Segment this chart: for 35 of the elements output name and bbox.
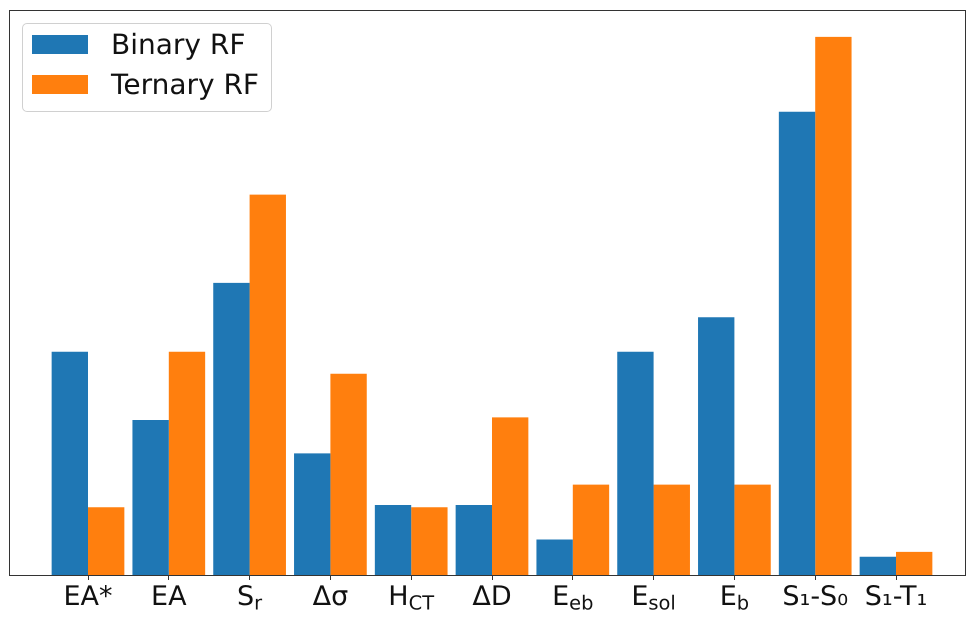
x-tick-label: S$_{r}$ [237, 581, 262, 614]
bar [654, 484, 690, 575]
x-tick-label: ΔD [472, 581, 512, 612]
x-tick-label: H$_{CT}$ [388, 581, 434, 614]
bar [250, 194, 286, 575]
x-tick-label: S₁-S₀ [782, 581, 848, 612]
bar [778, 112, 816, 575]
x-tick-label: E$_{b}$ [720, 581, 750, 614]
bar [330, 374, 367, 575]
bar [52, 352, 88, 575]
bar [411, 507, 448, 575]
bar [456, 505, 492, 575]
bar [132, 420, 169, 575]
bar [536, 539, 573, 575]
bar [734, 484, 771, 575]
bar [815, 36, 852, 575]
bar [492, 417, 528, 575]
bar [88, 507, 124, 575]
legend-label: Ternary RF [111, 68, 260, 100]
bar [860, 556, 896, 575]
legend-label: Binary RF [111, 28, 246, 60]
bar [698, 317, 734, 575]
x-tick-label: E$_{eb}$ [552, 581, 594, 614]
x-tick-label: S₁-T₁ [864, 581, 928, 612]
bar [572, 484, 610, 575]
bar [294, 453, 330, 575]
bar [213, 282, 250, 575]
x-tick-label: EA [151, 581, 187, 612]
bar [617, 352, 654, 575]
x-tick-label: EA* [63, 581, 113, 612]
x-tick-label: E$_{sol}$ [631, 581, 676, 614]
bar [374, 505, 412, 575]
bar [896, 552, 932, 575]
x-tick-label: Δσ [312, 581, 348, 612]
bar [168, 352, 206, 575]
